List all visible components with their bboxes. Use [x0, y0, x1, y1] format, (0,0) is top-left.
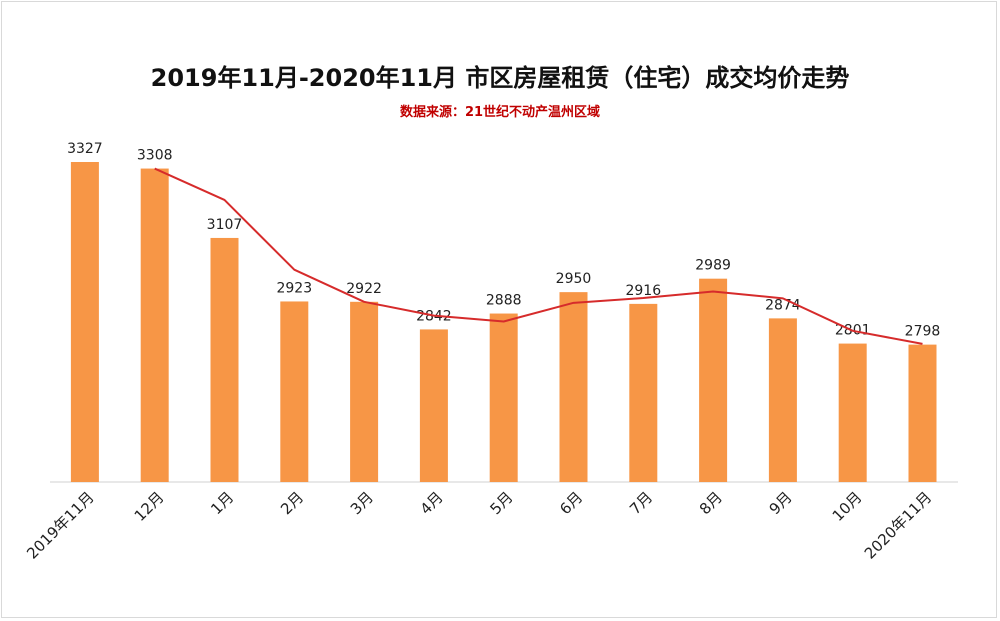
bar	[559, 292, 588, 482]
bar	[629, 303, 658, 482]
bar	[838, 343, 867, 482]
chart-subtitle: 数据来源：21世纪不动产温州区域	[399, 105, 601, 120]
bar	[140, 168, 169, 483]
x-tick-label: 6月	[556, 488, 586, 518]
x-tick-label: 2月	[277, 488, 307, 518]
bar	[489, 313, 518, 482]
bar	[350, 301, 379, 482]
data-label: 3308	[137, 148, 173, 164]
x-tick-label: 10月	[829, 488, 866, 525]
data-label: 2888	[486, 293, 522, 309]
x-tick-label: 1月	[207, 488, 237, 518]
bar	[70, 162, 99, 482]
x-tick-label: 3月	[347, 488, 377, 518]
bar	[768, 318, 797, 482]
x-tick-label: 2020年11月	[861, 488, 935, 562]
data-label: 2798	[905, 324, 941, 340]
data-label: 3327	[67, 141, 103, 157]
bar	[210, 237, 239, 482]
x-tick-label: 4月	[417, 488, 447, 518]
data-label: 3107	[207, 217, 243, 233]
x-tick-label: 9月	[766, 488, 796, 518]
bar	[908, 344, 937, 482]
data-label: 2922	[346, 281, 382, 297]
x-tick-label: 5月	[486, 488, 516, 518]
bar	[419, 329, 448, 482]
bar	[699, 278, 728, 482]
data-label: 2989	[695, 258, 731, 274]
bar	[280, 301, 309, 482]
data-label: 2874	[765, 297, 801, 313]
trend-line	[154, 167, 923, 345]
data-label: 2950	[556, 271, 592, 287]
x-tick-label: 7月	[626, 488, 656, 518]
x-tick-label: 8月	[696, 488, 726, 518]
chart-title: 2019年11月-2020年11月 市区房屋租赁（住宅）成交均价走势	[150, 64, 850, 92]
x-tick-label: 12月	[131, 488, 168, 525]
x-tick-label: 2019年11月	[23, 488, 97, 562]
data-label: 2923	[276, 280, 312, 296]
data-label: 2916	[625, 283, 661, 299]
